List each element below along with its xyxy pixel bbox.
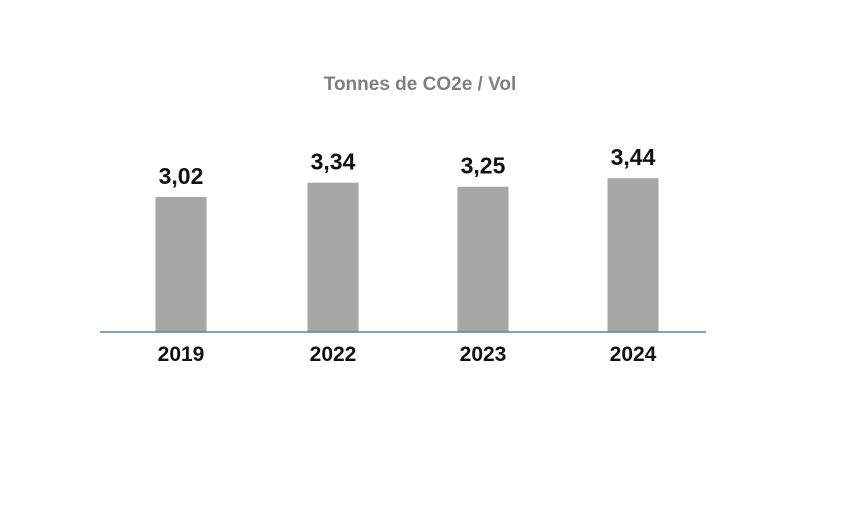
- labels-layer: 3,02 2019 3,34 2022 3,25 2023 3,44 2024: [158, 144, 657, 366]
- x-tick-label-2024: 2024: [610, 343, 657, 366]
- chart-title: Tonnes de CO2e / Vol: [324, 74, 517, 95]
- x-tick-label-2019: 2019: [158, 343, 205, 366]
- value-label-2023: 3,25: [461, 153, 506, 179]
- value-label-2022: 3,34: [311, 149, 356, 175]
- x-tick-label-2022: 2022: [310, 343, 357, 366]
- bar-2022: [307, 182, 359, 332]
- bar-2019: [155, 197, 207, 332]
- value-label-2019: 3,02: [159, 163, 204, 189]
- bars-layer: [155, 178, 659, 332]
- bar-2024: [607, 178, 659, 332]
- bar-2023: [457, 186, 509, 332]
- value-label-2024: 3,44: [611, 144, 656, 170]
- x-tick-label-2023: 2023: [460, 343, 507, 366]
